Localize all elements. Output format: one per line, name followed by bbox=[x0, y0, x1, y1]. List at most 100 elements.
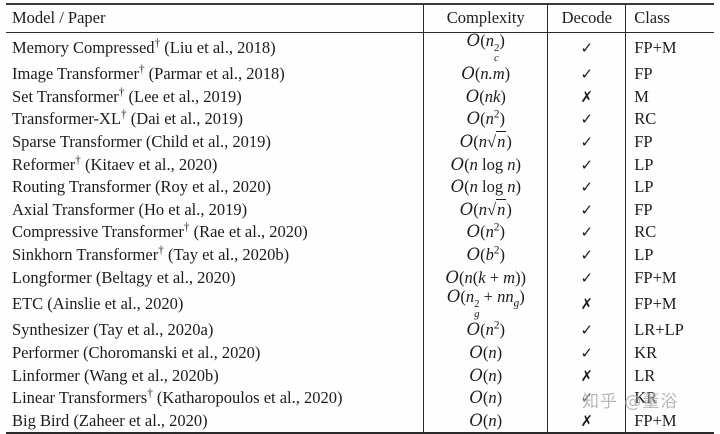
citation: (Choromanski et al., 2020) bbox=[78, 343, 261, 363]
decode-mark: ✓ bbox=[580, 200, 594, 219]
efficient-transformers-table: Model / Paper Complexity Decode Class Me… bbox=[6, 3, 714, 434]
class-cell: LP bbox=[634, 154, 654, 174]
model-paper-cell: Image Transformer† (Parmar et al., 2018) bbox=[6, 63, 424, 86]
table-row: Image Transformer† (Parmar et al., 2018)… bbox=[6, 63, 714, 86]
table-row: Performer (Choromanski et al., 2020) O(n… bbox=[6, 342, 714, 365]
table-row: Reformer† (Kitaev et al., 2020) O(n log … bbox=[6, 153, 714, 177]
decode-cell: ✓ bbox=[547, 387, 627, 410]
model-paper-cell: Big Bird (Zaheer et al., 2020) bbox=[6, 409, 424, 434]
model-paper-cell: Sparse Transformer (Child et al., 2019) bbox=[6, 131, 424, 154]
complexity-cell: O(n2) bbox=[423, 319, 549, 343]
complexity-cell: O(n2) bbox=[423, 221, 549, 244]
model-name: Big Bird bbox=[12, 410, 70, 430]
decode-mark: ✓ bbox=[580, 110, 594, 129]
decode-mark: ✗ bbox=[580, 295, 594, 314]
decode-mark: ✗ bbox=[580, 366, 594, 385]
citation: (Child et al., 2019) bbox=[141, 132, 271, 152]
class-cell: FP bbox=[634, 199, 653, 219]
model-paper-cell: Set Transformer† (Lee et al., 2019) bbox=[6, 86, 424, 109]
model-name: Routing Transformer bbox=[12, 177, 151, 197]
table-row: Synthesizer (Tay et al., 2020a) O(n2) ✓ … bbox=[6, 319, 714, 343]
header-decode: Decode bbox=[547, 3, 627, 33]
zhihu-watermark: 知乎 @董浴 bbox=[582, 392, 679, 412]
citation: (Wang et al., 2020b) bbox=[79, 365, 219, 385]
model-paper-cell: ETC (Ainslie et al., 2020) bbox=[6, 289, 424, 319]
decode-cell: ✓ bbox=[547, 153, 627, 177]
class-cell: KR bbox=[634, 343, 658, 363]
citation: (Roy et al., 2020) bbox=[150, 177, 271, 197]
model-paper-cell: Sinkhorn Transformer† (Tay et al., 2020b… bbox=[6, 244, 424, 267]
header-model-paper: Model / Paper bbox=[6, 3, 424, 33]
dagger-mark: † bbox=[147, 387, 153, 400]
decode-cell: ✓ bbox=[547, 131, 627, 154]
class-cell: M bbox=[634, 86, 649, 106]
decode-mark: ✓ bbox=[580, 246, 594, 265]
table-row: Sinkhorn Transformer† (Tay et al., 2020b… bbox=[6, 244, 714, 267]
class-cell: FP bbox=[634, 64, 653, 84]
decode-mark: ✓ bbox=[580, 155, 594, 174]
table-row: Compressive Transformer† (Rae et al., 20… bbox=[6, 221, 714, 244]
decode-mark: ✓ bbox=[580, 389, 594, 408]
citation: (Zaheer et al., 2020) bbox=[69, 410, 208, 430]
decode-cell: ✓ bbox=[547, 244, 627, 267]
model-name: Performer bbox=[12, 343, 79, 363]
complexity-cell: O(n.m) bbox=[423, 63, 549, 86]
table-row: Transformer-XL† (Dai et al., 2019) O(n2)… bbox=[6, 108, 714, 132]
citation: (Liu et al., 2018) bbox=[160, 37, 276, 57]
complexity-cell: O(n log n) bbox=[423, 176, 549, 199]
complexity-cell: O(n(k + m)) bbox=[423, 266, 549, 290]
header-class: Class bbox=[625, 3, 714, 33]
table-row: Sparse Transformer (Child et al., 2019) … bbox=[6, 131, 714, 154]
model-paper-cell: Linformer (Wang et al., 2020b) bbox=[6, 365, 424, 388]
decode-mark: ✗ bbox=[580, 87, 594, 106]
complexity-cell: O(n) bbox=[423, 364, 549, 388]
decode-mark: ✗ bbox=[580, 411, 594, 430]
citation: (Kitaev et al., 2020) bbox=[80, 154, 218, 174]
dagger-mark: † bbox=[154, 37, 161, 50]
class-cell: LP bbox=[634, 177, 654, 197]
table-row: Big Bird (Zaheer et al., 2020) O(n) ✗ FP… bbox=[6, 409, 714, 434]
class-cell: RC bbox=[634, 109, 657, 129]
model-name: Transformer-XL bbox=[12, 109, 122, 129]
decode-mark: ✓ bbox=[580, 65, 594, 84]
citation: (Tay et al., 2020b) bbox=[163, 245, 290, 265]
citation: (Parmar et al., 2018) bbox=[144, 64, 285, 84]
complexity-cell: O(nk) bbox=[423, 85, 549, 109]
class-cell: KR bbox=[634, 388, 658, 408]
decode-cell: ✓ bbox=[547, 176, 627, 199]
complexity-cell: O(n 2 c) bbox=[423, 32, 549, 64]
model-paper-cell: Linear Transformers† (Katharopoulos et a… bbox=[6, 387, 424, 410]
dagger-mark: † bbox=[118, 86, 125, 99]
header-complexity: Complexity bbox=[423, 3, 549, 33]
decode-mark: ✓ bbox=[580, 268, 594, 287]
model-paper-cell: Reformer† (Kitaev et al., 2020) bbox=[6, 154, 424, 177]
model-name: Sparse Transformer bbox=[12, 132, 142, 152]
model-name: Axial Transformer bbox=[12, 199, 135, 219]
decode-cell: ✓ bbox=[547, 319, 627, 343]
decode-cell: ✓ bbox=[547, 221, 627, 244]
dagger-mark: † bbox=[75, 154, 81, 167]
table-row: Set Transformer† (Lee et al., 2019) O(nk… bbox=[6, 85, 714, 109]
model-paper-cell: Compressive Transformer† (Rae et al., 20… bbox=[6, 221, 424, 244]
model-paper-cell: Performer (Choromanski et al., 2020) bbox=[6, 342, 424, 365]
dagger-mark: † bbox=[138, 63, 145, 76]
complexity-cell: O(n) bbox=[423, 409, 549, 434]
complexity-cell: O(b2) bbox=[423, 244, 549, 267]
complexity-cell: O(n) bbox=[423, 387, 549, 410]
decode-cell: ✓ bbox=[547, 342, 627, 365]
header-row: Model / Paper Complexity Decode Class bbox=[6, 3, 714, 33]
model-paper-cell: Longformer (Beltagy et al., 2020) bbox=[6, 267, 424, 290]
citation: (Tay et al., 2020a) bbox=[88, 320, 214, 340]
class-cell: FP+M bbox=[634, 37, 677, 57]
table-body: Memory Compressed† (Liu et al., 2018) O(… bbox=[6, 32, 714, 434]
decode-cell: ✗ bbox=[547, 289, 627, 320]
citation: (Beltagy et al., 2020) bbox=[91, 267, 236, 287]
model-name: Synthesizer bbox=[12, 320, 89, 340]
model-paper-cell: Routing Transformer (Roy et al., 2020) bbox=[6, 176, 424, 199]
citation: (Ho et al., 2019) bbox=[134, 199, 248, 219]
complexity-cell: O(n√n) bbox=[423, 198, 549, 222]
table-row: Linformer (Wang et al., 2020b) O(n) ✗ LR bbox=[6, 364, 714, 388]
class-cell: FP+M bbox=[634, 267, 677, 287]
decode-cell: ✓ bbox=[547, 266, 627, 290]
